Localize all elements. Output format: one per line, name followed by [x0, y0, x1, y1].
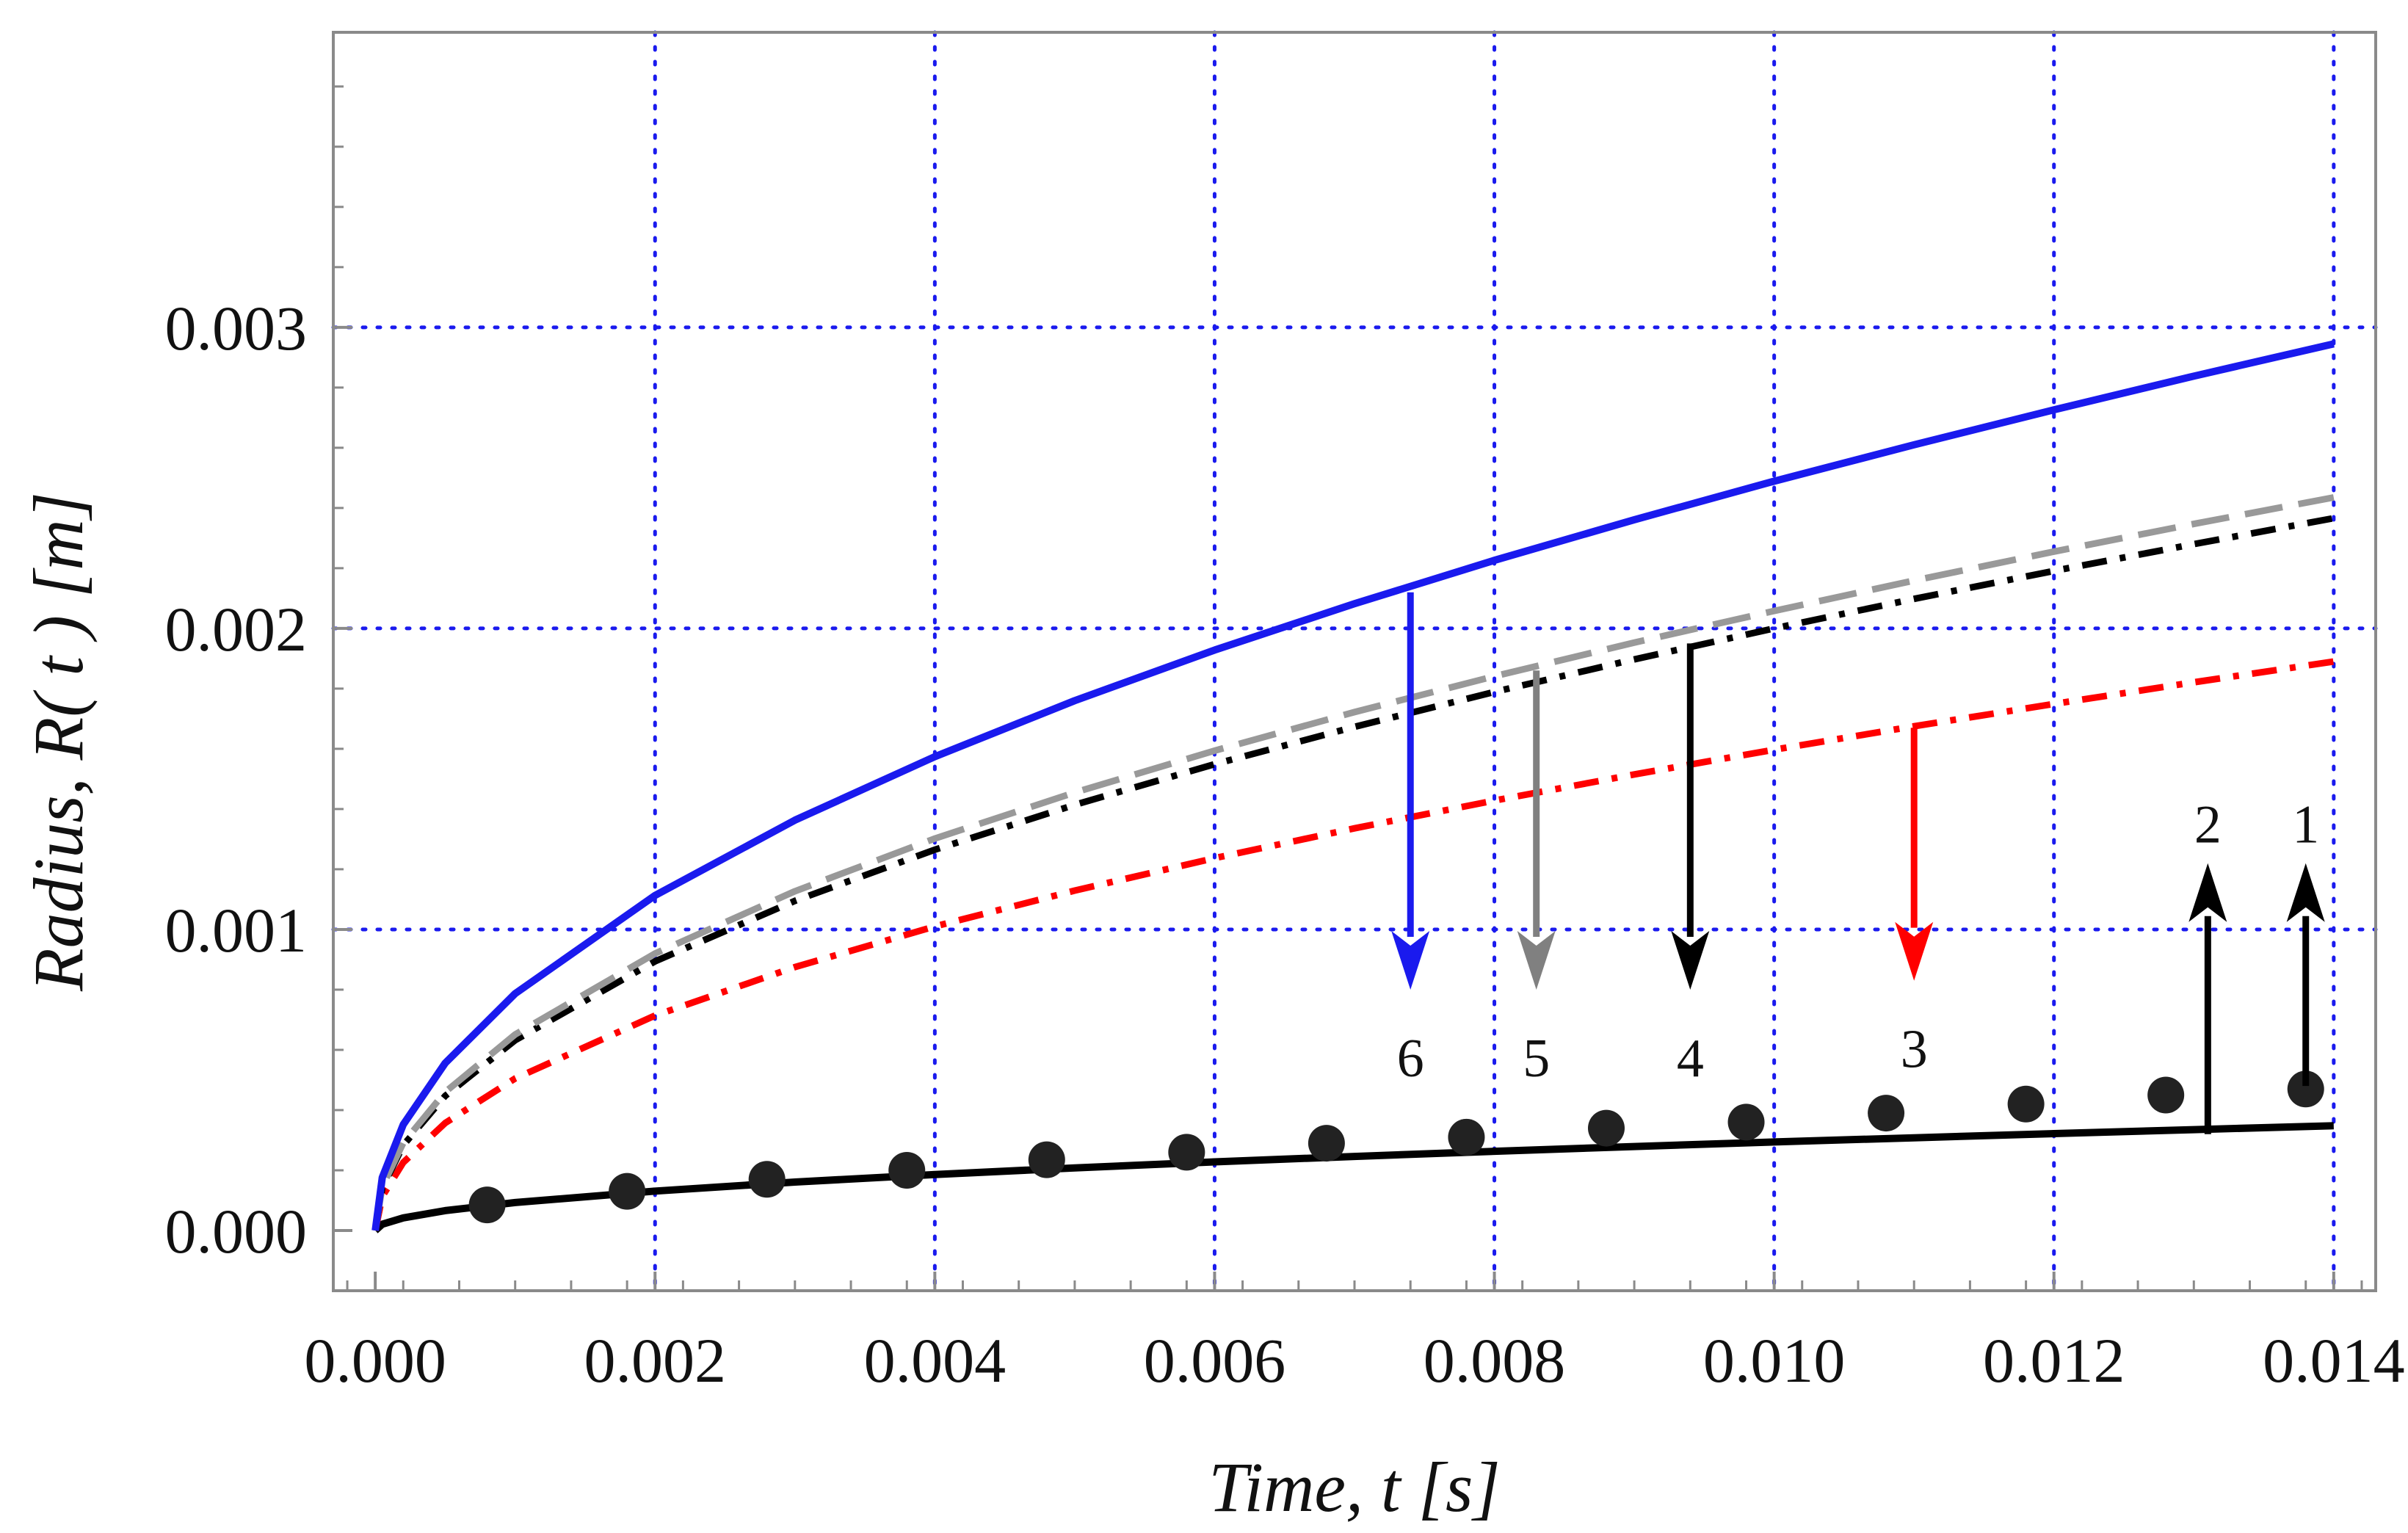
y-tick-label: 0.001	[165, 895, 308, 965]
series-line-curve-3	[371, 658, 2335, 1231]
data-point	[1308, 1125, 1345, 1162]
x-tick-label: 0.000	[304, 1325, 446, 1396]
x-tick-label: 0.008	[1424, 1325, 1566, 1396]
data-point	[1727, 1103, 1765, 1141]
x-tick-label: 0.014	[2263, 1325, 2405, 1396]
grid	[331, 30, 2378, 1293]
data-point	[609, 1173, 646, 1210]
x-tick-label: 0.004	[864, 1325, 1007, 1396]
series-line-curve-6	[371, 340, 2335, 1231]
arrow-annotation-4: 4	[1671, 643, 1710, 1089]
data-point	[468, 1186, 506, 1224]
series-points-2	[468, 1070, 2324, 1224]
arrow-annotation-1: 1	[2286, 795, 2325, 1087]
data-point	[1448, 1118, 1485, 1156]
data-point	[1587, 1109, 1625, 1147]
y-tick-label: 0.003	[165, 293, 308, 363]
arrow-head	[2286, 863, 2325, 922]
data-point	[2287, 1070, 2324, 1108]
data-point	[2007, 1085, 2045, 1123]
y-tick-label: 0.002	[165, 594, 308, 664]
series-line-curve-5	[371, 494, 2335, 1231]
arrow-label: 4	[1677, 1029, 1704, 1089]
series-group	[371, 340, 2335, 1233]
x-tick-label: 0.006	[1144, 1325, 1286, 1396]
arrow-annotation-2: 2	[2188, 795, 2227, 1134]
arrow-head	[1517, 931, 1556, 990]
arrow-annotation-5: 5	[1517, 670, 1556, 1089]
y-axis-title: Radius, R( t ) [m]	[19, 492, 98, 992]
x-tick-label: 0.012	[1983, 1325, 2125, 1396]
data-point	[1868, 1095, 1905, 1132]
arrow-head	[1391, 931, 1430, 990]
arrow-head	[1671, 931, 1710, 990]
series-line-curve-1	[372, 1122, 2334, 1233]
arrow-label: 2	[2194, 795, 2222, 855]
x-tick-label: 0.010	[1703, 1325, 1846, 1396]
arrow-label: 1	[2292, 795, 2319, 855]
axis-ticks: 0.000 0.002 0.004 0.006 0.008 0.010 0.012 0.014…	[165, 85, 2405, 1396]
arrow-label: 5	[1523, 1029, 1550, 1089]
series-line-curve-4	[371, 515, 2335, 1231]
x-tick-label: 0.002	[584, 1325, 727, 1396]
data-point	[2147, 1076, 2185, 1114]
data-point	[1168, 1134, 1205, 1171]
data-point	[1028, 1141, 1065, 1178]
data-point	[748, 1161, 786, 1198]
data-point	[888, 1151, 926, 1189]
annotation-group: 1 2 3 4 5 6	[1391, 592, 2325, 1134]
arrow-head	[1895, 921, 1934, 981]
y-tick-label: 0.000	[165, 1196, 308, 1266]
arrow-annotation-3: 3	[1895, 728, 1934, 1080]
x-axis-title: Time, t [s]	[1208, 1448, 1500, 1526]
arrow-annotation-6: 6	[1391, 592, 1430, 1089]
arrow-head	[2188, 863, 2227, 922]
arrow-label: 3	[1901, 1020, 1928, 1080]
arrow-label: 6	[1397, 1029, 1424, 1089]
